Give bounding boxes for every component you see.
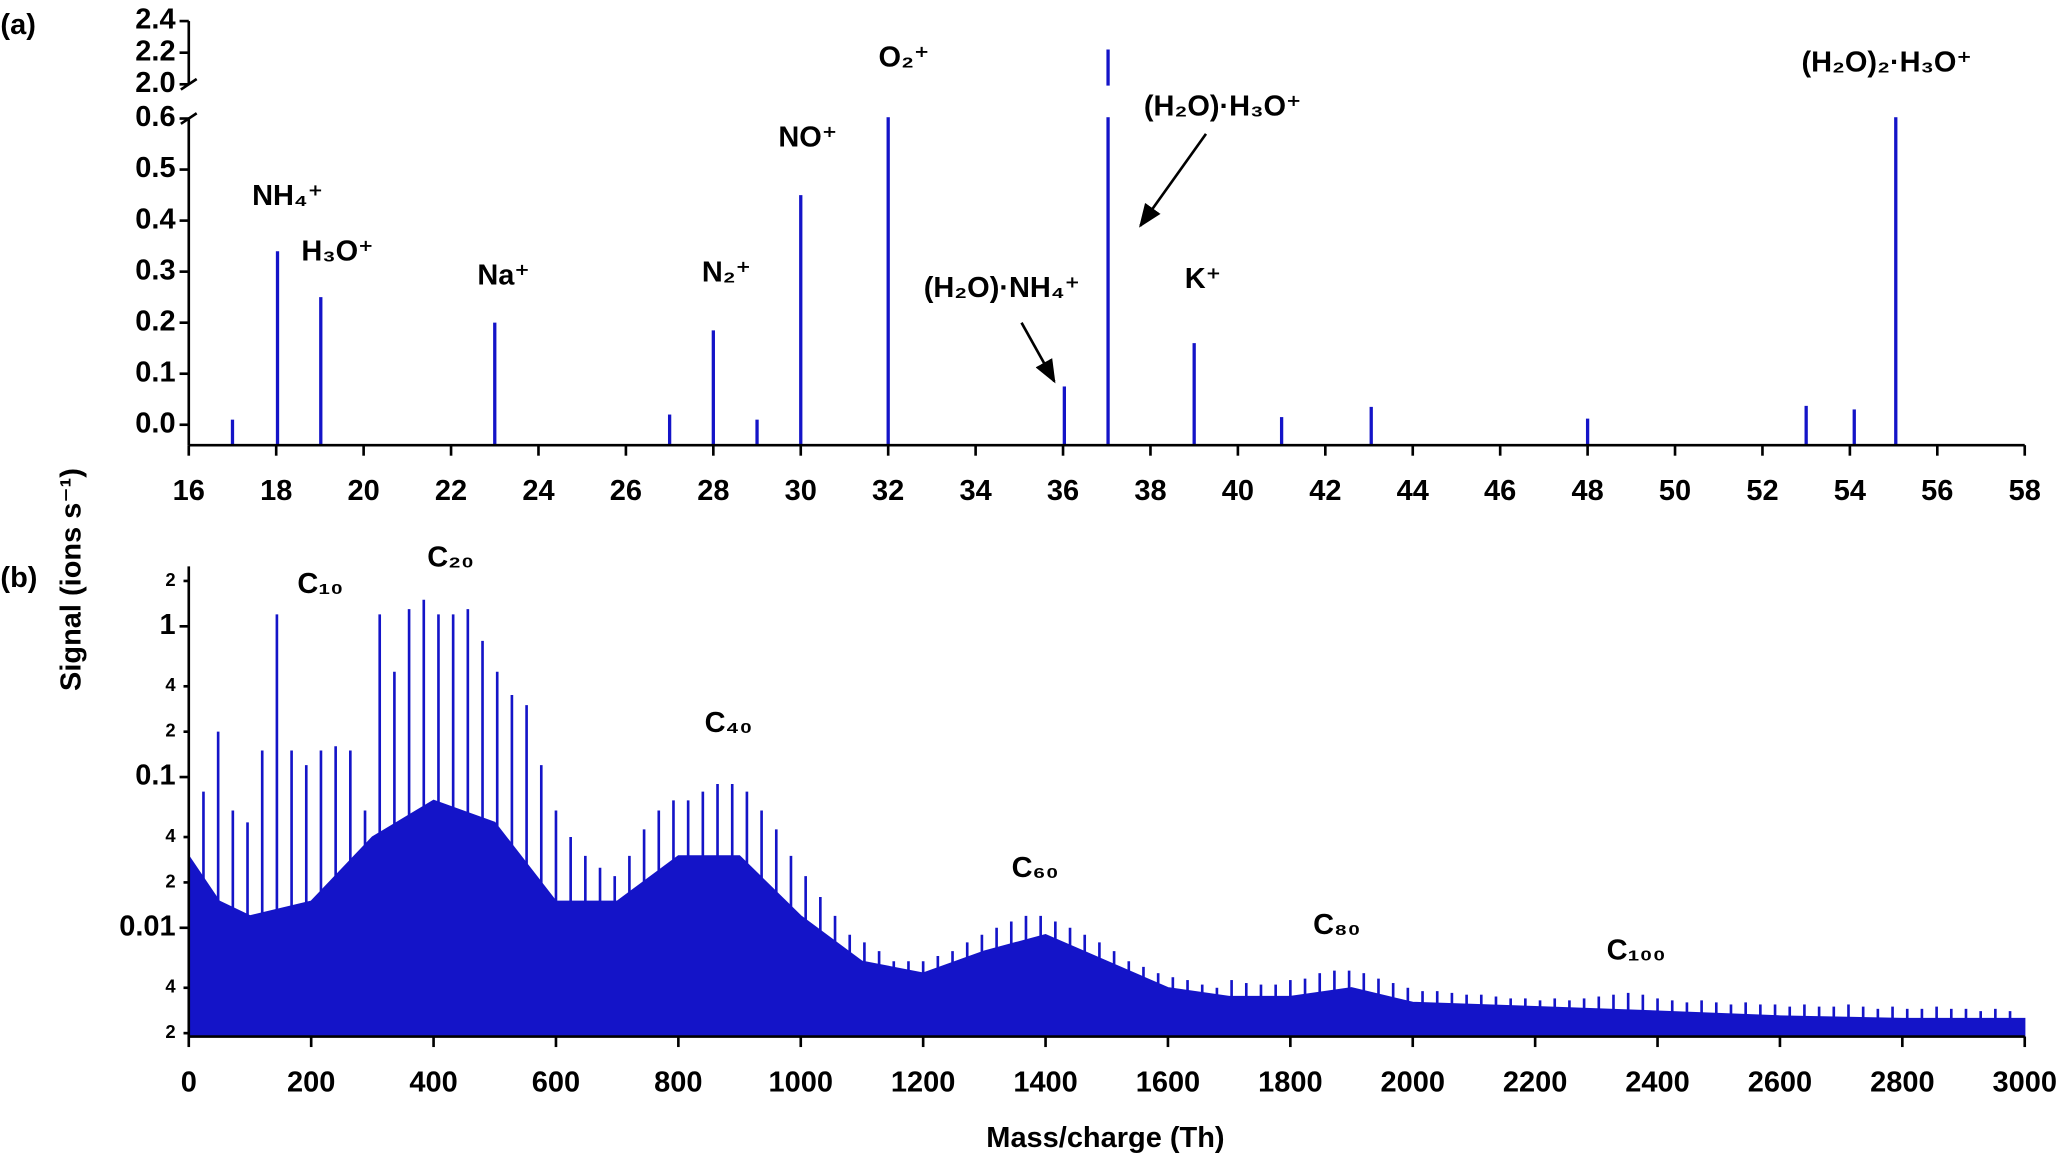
y-tick-label: 4 xyxy=(165,825,176,846)
peak-label: C₁₀ xyxy=(297,568,343,600)
x-tick-label: 44 xyxy=(1397,475,1429,507)
y-tick-label: 0.4 xyxy=(135,203,175,235)
peak-label: C₆₀ xyxy=(1012,852,1059,884)
x-tick-label: 28 xyxy=(697,475,729,507)
x-tick-label: 38 xyxy=(1134,475,1166,507)
y-tick-label: 2.2 xyxy=(135,35,175,67)
x-tick-label: 22 xyxy=(435,475,467,507)
peak-label: H₃O⁺ xyxy=(301,235,373,267)
arrow xyxy=(1139,133,1208,228)
peak-label: (H₂O)₂·H₃O⁺ xyxy=(1801,46,1971,78)
y-tick-label: 0.1 xyxy=(135,760,175,792)
peak-label: Na⁺ xyxy=(477,259,529,291)
x-tick-label: 1400 xyxy=(1013,1067,1077,1099)
y-tick-label: 2 xyxy=(165,720,175,741)
x-tick-label: 18 xyxy=(260,475,292,507)
x-tick-label: 40 xyxy=(1222,475,1254,507)
x-tick-label: 1800 xyxy=(1258,1067,1322,1099)
y-tick-label: 0.6 xyxy=(135,101,175,133)
peak-label: K⁺ xyxy=(1185,263,1221,295)
peak-label: NH₄⁺ xyxy=(252,180,323,212)
x-tick-label: 2200 xyxy=(1503,1067,1567,1099)
peak-label: NO⁺ xyxy=(778,122,837,154)
x-tick-label: 2600 xyxy=(1748,1067,1812,1099)
x-tick-label: 34 xyxy=(959,475,991,507)
y-axis-title: Signal (ions s⁻¹) xyxy=(56,468,88,691)
x-tick-label: 1000 xyxy=(769,1067,833,1099)
x-tick-label: 24 xyxy=(522,475,554,507)
y-tick-label: 2 xyxy=(165,569,175,590)
x-tick-label: 1200 xyxy=(891,1067,955,1099)
x-tick-label: 3000 xyxy=(1993,1067,2057,1099)
y-tick-label: 2.4 xyxy=(135,4,175,36)
peak-label: (H₂O)·NH₄⁺ xyxy=(924,272,1080,304)
x-tick-label: 54 xyxy=(1834,475,1866,507)
x-tick-label: 56 xyxy=(1921,475,1953,507)
background-area xyxy=(188,799,2026,1038)
y-tick-label: 0.1 xyxy=(135,356,175,388)
x-tick-label: 42 xyxy=(1309,475,1341,507)
peak-label: C₄₀ xyxy=(705,707,753,739)
x-tick-label: 800 xyxy=(654,1067,702,1099)
x-tick-label: 36 xyxy=(1047,475,1079,507)
x-tick-label: 400 xyxy=(409,1067,457,1099)
axis-break-gap xyxy=(190,85,2027,118)
x-tick-label: 2800 xyxy=(1870,1067,1934,1099)
x-tick-label: 200 xyxy=(287,1067,335,1099)
y-tick-label: 1 xyxy=(159,609,175,641)
y-tick-label: 0.2 xyxy=(135,305,175,337)
x-tick-label: 0 xyxy=(181,1067,197,1099)
x-tick-label: 1600 xyxy=(1136,1067,1200,1099)
peak-label: N₂⁺ xyxy=(702,256,751,288)
x-tick-label: 50 xyxy=(1659,475,1691,507)
x-tick-label: 26 xyxy=(610,475,642,507)
x-tick-label: 600 xyxy=(532,1067,580,1099)
peak-label: C₂₀ xyxy=(427,542,474,574)
arrow xyxy=(1020,322,1056,384)
x-tick-label: 32 xyxy=(872,475,904,507)
peak-label: (H₂O)·H₃O⁺ xyxy=(1144,91,1301,123)
peak-label: C₁₀₀ xyxy=(1607,935,1666,967)
x-tick-label: 58 xyxy=(2009,475,2041,507)
x-tick-label: 46 xyxy=(1484,475,1516,507)
peak-label: C₈₀ xyxy=(1313,909,1361,941)
x-tick-label: 30 xyxy=(785,475,817,507)
x-tick-label: 2400 xyxy=(1625,1067,1689,1099)
x-tick-label: 20 xyxy=(348,475,380,507)
peak-label: O₂⁺ xyxy=(879,42,930,74)
x-tick-label: 48 xyxy=(1571,475,1603,507)
x-tick-label: 16 xyxy=(173,475,205,507)
y-tick-label: 4 xyxy=(165,674,176,695)
panel-label: (b) xyxy=(0,562,37,594)
y-tick-label: 0.3 xyxy=(135,254,175,286)
x-tick-label: 2000 xyxy=(1381,1067,1445,1099)
y-tick-label: 0.01 xyxy=(119,910,175,942)
x-axis-title: Mass/charge (Th) xyxy=(986,1122,1224,1154)
y-tick-label: 0.0 xyxy=(135,407,175,439)
y-tick-label: 4 xyxy=(165,976,176,997)
y-tick-label: 2 xyxy=(165,1021,175,1042)
y-tick-label: 2.0 xyxy=(135,67,175,99)
panel-label: (a) xyxy=(0,9,35,41)
y-tick-label: 2 xyxy=(165,870,175,891)
y-tick-label: 0.5 xyxy=(135,152,175,184)
x-tick-label: 52 xyxy=(1746,475,1778,507)
